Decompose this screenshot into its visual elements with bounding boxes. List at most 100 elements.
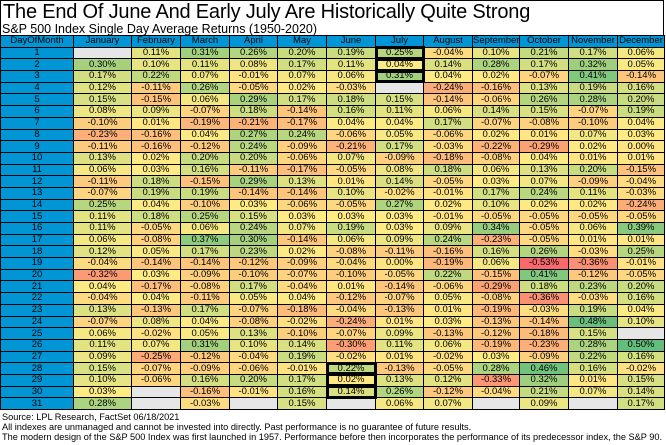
return-cell: -0.08%: [472, 151, 520, 165]
return-cell: 0.01%: [375, 315, 424, 329]
return-cell: 0.17%: [73, 70, 132, 83]
return-cell: 0.03%: [375, 210, 424, 223]
return-cell: -0.21%: [326, 140, 376, 153]
return-cell: 0.31%: [180, 338, 230, 352]
return-cell: -0.53%: [519, 257, 569, 270]
return-cell: 0.02%: [277, 245, 327, 259]
return-cell: 0.03%: [375, 222, 424, 235]
return-cell: -0.19%: [472, 338, 520, 352]
return-cell: 0.09%: [375, 327, 424, 340]
day-label: 29: [0, 373, 74, 387]
return-cell: 0.30%: [73, 58, 132, 72]
disclaimer-note: All indexes are unmanaged and cannot be …: [2, 422, 472, 432]
return-cell: 0.20%: [180, 151, 230, 165]
return-cell: 0.11%: [73, 338, 132, 352]
return-cell: 0.04%: [326, 116, 376, 130]
return-cell: -0.09%: [277, 140, 327, 153]
return-cell: -0.15%: [617, 163, 665, 177]
return-cell: -0.03%: [617, 186, 665, 200]
return-cell: -0.05%: [617, 268, 665, 282]
table-row: 11 0.06% 0.03% 0.16% -0.11% -0.17% -0.05% 0.08%…: [0, 163, 665, 177]
return-cell: 0.13%: [277, 175, 327, 188]
return-cell: -0.15%: [131, 93, 181, 107]
return-cell: -0.07%: [326, 327, 376, 340]
return-cell: -0.02%: [617, 362, 665, 375]
return-cell: 0.01%: [326, 280, 376, 294]
return-cell: 0.32%: [568, 58, 618, 72]
return-cell: 0.04%: [73, 280, 132, 294]
return-cell: 0.11%: [375, 338, 424, 352]
return-cell: -0.24%: [423, 81, 473, 95]
empty-cell: [131, 397, 181, 410]
return-cell: 0.10%: [617, 315, 665, 329]
return-cell: -0.03%: [568, 245, 618, 259]
return-cell: 0.07%: [180, 70, 230, 83]
return-cell: 0.12%: [73, 81, 132, 95]
return-cell: 0.20%: [229, 373, 278, 387]
return-cell: -0.11%: [131, 81, 181, 95]
return-cell: -0.14%: [229, 186, 278, 200]
return-cell: 0.28%: [472, 58, 520, 72]
return-cell: 0.05%: [180, 327, 230, 340]
return-cell: -0.14%: [375, 280, 424, 294]
return-cell: 0.11%: [131, 46, 181, 60]
return-cell: -0.09%: [375, 151, 424, 165]
return-cell: -0.06%: [423, 280, 473, 294]
return-cell: -0.05%: [472, 210, 520, 223]
return-cell: 0.21%: [519, 385, 569, 399]
return-cell: -0.04%: [472, 385, 520, 399]
table-row: 9 -0.11% -0.16% -0.12% 0.24% -0.09% -0.21% 0.17…: [0, 140, 665, 153]
return-cell: -0.16%: [423, 245, 473, 259]
return-cell: -0.07%: [73, 315, 132, 329]
day-label: 24: [0, 315, 74, 329]
return-cell: 0.08%: [229, 58, 278, 72]
return-cell: 0.08%: [73, 105, 132, 118]
return-cell: 0.19%: [568, 81, 618, 95]
table-row: 8 -0.23% -0.16% 0.04% 0.27% 0.24% -0.06% 0.05% -…: [0, 128, 665, 142]
return-cell: -0.01%: [229, 385, 278, 399]
return-cell: -0.02%: [326, 350, 376, 364]
return-cell: 0.02%: [519, 198, 569, 212]
return-cell: 0.07%: [568, 128, 618, 142]
return-cell: 0.13%: [519, 163, 569, 177]
return-cell: -0.02%: [277, 315, 327, 329]
return-cell: 0.24%: [519, 186, 569, 200]
table-row: 2 0.30% 0.10% 0.11% 0.08% 0.17% 0.11% 0.04% 0.14…: [0, 57, 665, 72]
table-row: 7 -0.10% 0.01% -0.19% -0.21% -0.17% 0.04% 0.04%…: [0, 116, 665, 130]
table-row: 16 0.11% -0.05% 0.06% 0.24% 0.07% 0.19% 0.03% 0.…: [0, 222, 665, 235]
return-cell: 0.31%: [180, 46, 230, 60]
day-label: 22: [0, 292, 74, 305]
return-cell: -0.05%: [326, 198, 376, 212]
return-cell: 0.00%: [617, 140, 665, 153]
return-cell: -0.17%: [131, 280, 181, 294]
return-cell: 0.02%: [131, 151, 181, 165]
return-cell: 0.16%: [617, 81, 665, 95]
return-cell: -0.13%: [131, 303, 181, 317]
return-cell: -0.01%: [229, 70, 278, 83]
return-cell: 0.05%: [229, 292, 278, 305]
return-cell: -0.04%: [617, 175, 665, 188]
return-cell: 0.06%: [326, 233, 376, 247]
header-dayofmonth: DayOfMonth: [0, 35, 74, 48]
return-cell: -0.10%: [229, 268, 278, 282]
return-cell: 0.17%: [277, 58, 327, 72]
return-cell: -0.04%: [423, 46, 473, 60]
day-label: 1: [0, 46, 74, 60]
return-cell: 0.04%: [180, 315, 230, 329]
return-cell: -0.19%: [180, 116, 230, 130]
return-cell: -0.12%: [326, 292, 376, 305]
table-row: 3 0.17% 0.22% 0.07% -0.01% 0.07% 0.06% 0.31% 0.0…: [0, 69, 665, 84]
return-cell: 0.22%: [423, 268, 473, 282]
header-may: May: [277, 35, 327, 48]
return-cell: -0.03%: [423, 140, 473, 153]
return-cell: -0.14%: [180, 257, 230, 270]
return-cell: 0.25%: [180, 210, 230, 223]
return-cell: 0.01%: [131, 116, 181, 130]
return-cell: -0.03%: [519, 303, 569, 317]
return-cell: -0.10%: [568, 116, 618, 130]
return-cell: -0.06%: [131, 373, 181, 387]
return-cell: -0.30%: [326, 338, 376, 352]
day-label: 3: [0, 70, 74, 83]
return-cell: -0.03%: [568, 292, 618, 305]
return-cell: 0.16%: [180, 163, 230, 177]
